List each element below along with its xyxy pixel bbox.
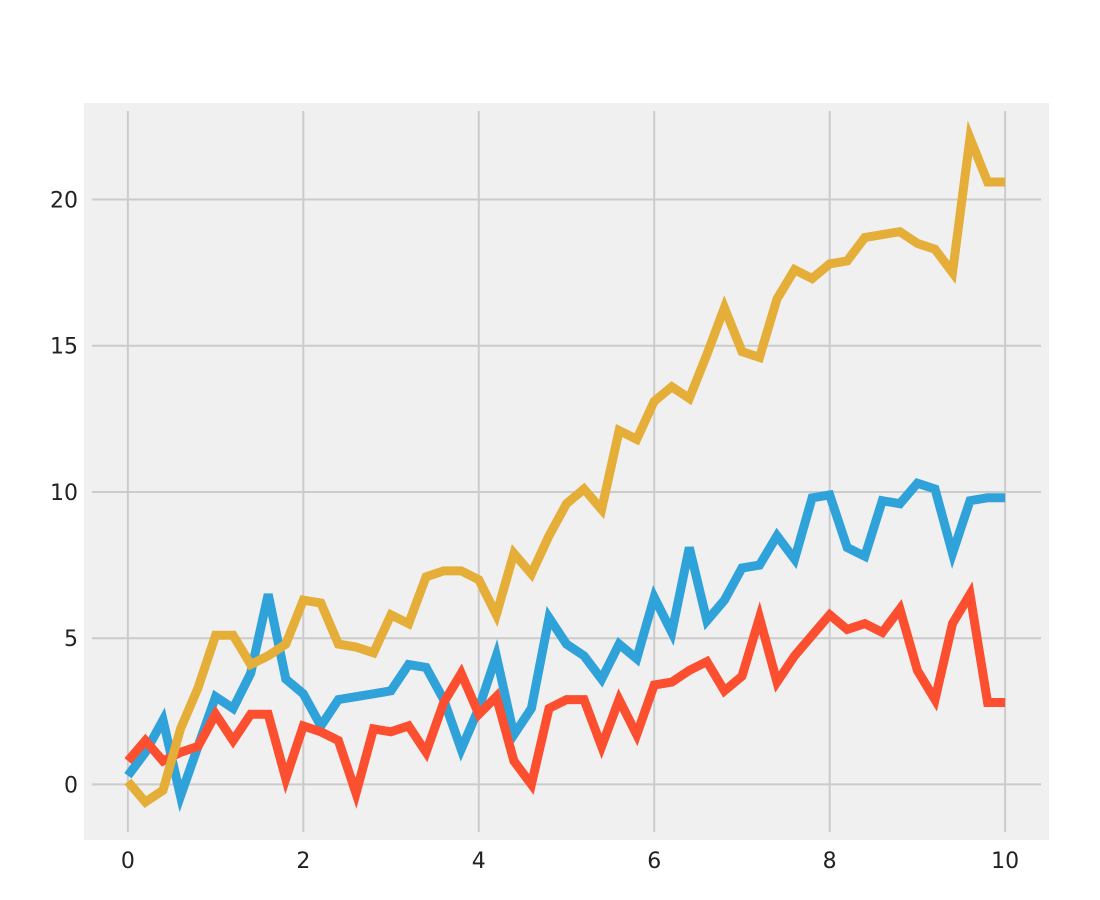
y-tick-label: 20 (50, 189, 78, 214)
y-tick-label: 5 (64, 627, 78, 652)
x-tick-label: 6 (647, 849, 661, 874)
series-line-3 (124, 120, 1006, 808)
series-line-2 (124, 581, 1006, 809)
grid (92, 111, 1041, 832)
x-tick-label: 4 (472, 849, 486, 874)
series-line-1 (124, 477, 1006, 813)
y-tick-label: 15 (50, 335, 78, 360)
x-tick-label: 8 (823, 849, 837, 874)
x-tick-label: 10 (991, 849, 1019, 874)
x-tick-label: 0 (121, 849, 135, 874)
y-axis-tick-labels: 0 5 10 15 20 (50, 189, 78, 799)
x-axis-tick-labels: 0 2 4 6 8 10 (121, 849, 1019, 874)
y-tick-label: 0 (64, 773, 78, 798)
x-tick-label: 2 (296, 849, 310, 874)
series-lines (124, 120, 1006, 813)
y-tick-label: 10 (50, 481, 78, 506)
